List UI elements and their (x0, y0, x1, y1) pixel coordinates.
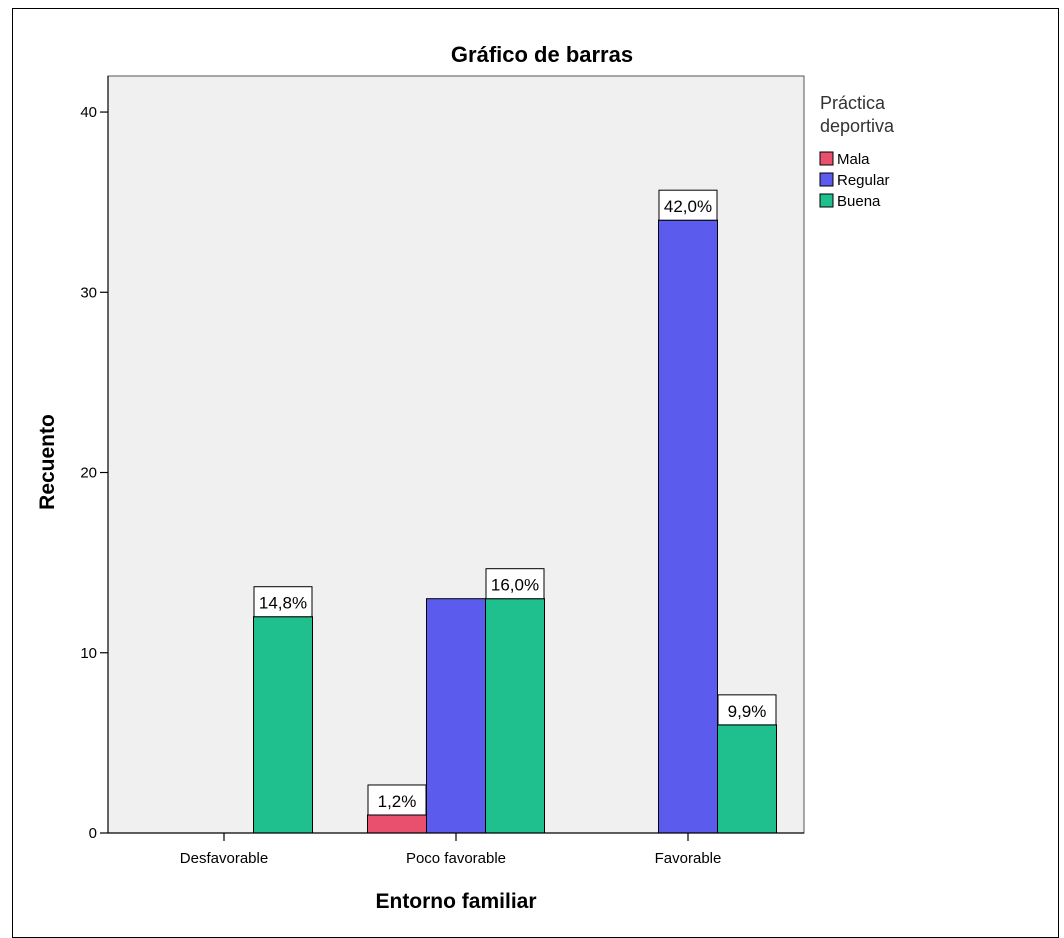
axes-group: 0 10 20 30 40 Desfavorable Poco favorable Favor… (80, 76, 804, 867)
bar-buena-2 (485, 598, 545, 834)
data-label: 9,9% (728, 702, 767, 721)
y-axis-title: Recuento (36, 414, 59, 510)
y-tick-label: 10 (80, 645, 97, 662)
legend-label-regular: Regular (837, 172, 890, 189)
bar-mala-2 (367, 814, 427, 834)
data-label-box (367, 784, 427, 816)
legend-title-line: Práctica (820, 93, 886, 113)
data-label-box (485, 568, 545, 600)
data-label-box (658, 189, 718, 221)
bar-buena-1 (253, 616, 313, 834)
legend: Práctica deportiva Mala Regular Buena (819, 93, 895, 210)
data-label-box (253, 586, 313, 618)
bar-regular-3 (658, 219, 718, 834)
data-labels-group: 1,2% 42,0% 14,8% 16,0% 9,9% (253, 189, 777, 816)
data-label: 16,0% (491, 576, 539, 595)
x-tick-label: Poco favorable (406, 850, 506, 867)
data-label: 14,8% (259, 594, 307, 613)
y-tick-label: 30 (80, 284, 97, 301)
x-tick-label: Desfavorable (180, 850, 268, 867)
x-tick-label: Favorable (655, 850, 722, 867)
y-tick-label: 0 (89, 825, 97, 842)
legend-title-line: deportiva (820, 116, 895, 136)
bar-buena-3 (717, 724, 777, 834)
data-label-box (717, 694, 777, 726)
legend-label-buena: Buena (837, 193, 881, 210)
x-axis-title: Entorno familiar (375, 890, 536, 913)
chart-title: Gráfico de barras (451, 42, 633, 67)
legend-swatch-regular (819, 172, 834, 187)
data-label: 1,2% (378, 792, 417, 811)
legend-swatch-buena (819, 193, 834, 208)
legend-label-mala: Mala (837, 151, 870, 168)
legend-swatch-mala (819, 151, 834, 166)
y-tick-label: 20 (80, 465, 97, 482)
bar-regular-2 (426, 598, 486, 834)
y-tick-label: 40 (80, 104, 97, 121)
data-label: 42,0% (664, 197, 712, 216)
bars-group (253, 219, 777, 834)
